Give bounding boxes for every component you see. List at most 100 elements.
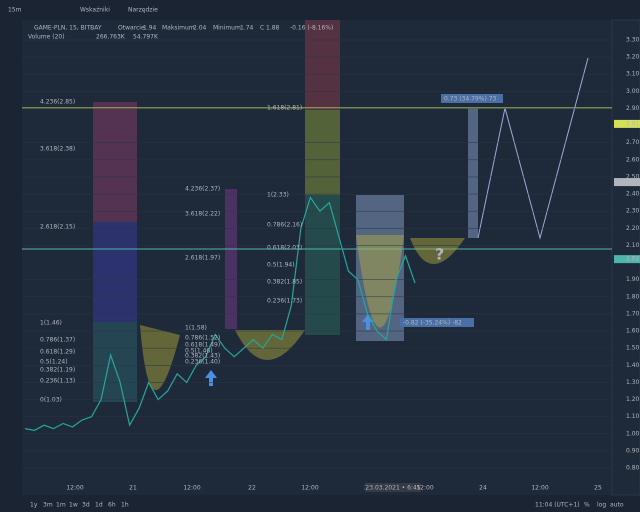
x-tick-highlight [365, 483, 421, 492]
y-tick-label: 1.70 [626, 310, 640, 317]
fib-label: 0.5(1.94) [267, 262, 295, 269]
y-tick-label: 2.10 [626, 242, 640, 249]
top-bar [0, 0, 640, 20]
measure-box [356, 195, 404, 341]
x-tick-label: 23.03.2021 • 6:45 [365, 485, 420, 492]
fib-label: 3.618(2.38) [40, 146, 75, 153]
fib-zone [305, 110, 340, 195]
legend-item: Otwarcie [118, 25, 145, 32]
y-tick-label: 2.70 [626, 139, 640, 146]
y-tick-label: 3.00 [626, 88, 640, 95]
legend-item: 1.88 [266, 25, 280, 32]
x-tick-label: 12:00 [301, 485, 318, 492]
measure-label: 0.73 (34.79%) 73 [444, 96, 497, 103]
x-tick-label: 12:00 [531, 485, 548, 492]
measure-tag [441, 94, 503, 103]
tools-button: Narzędzie [128, 7, 158, 14]
y-tick-label: 1.90 [626, 276, 640, 283]
interval: 15m [8, 7, 22, 14]
measure-tag [400, 318, 474, 327]
fib-label: 0.382(1.43) [185, 353, 220, 360]
fib-label: 0.236(1.40) [185, 359, 220, 366]
measure-label: -0.82 (-35.24%) -82 [403, 320, 462, 327]
range-button[interactable]: 1d [95, 502, 103, 509]
range-button[interactable]: 1w [69, 502, 78, 509]
log-toggle: log [597, 502, 606, 509]
question-mark: ? [435, 245, 444, 264]
fib-label: 1(1.46) [40, 320, 62, 327]
fib-label: 1.618(2.81) [267, 105, 302, 112]
clock: 11:04 (UTC+1) [535, 502, 580, 509]
y-tick-label: 1.10 [626, 413, 640, 420]
range-button[interactable]: 6h [108, 502, 116, 509]
fib-label: 0.382(1.85) [267, 279, 302, 286]
fib-label: 0.5(1.24) [40, 359, 68, 366]
fib-label: 3.618(2.22) [185, 211, 220, 218]
y-tick-label: 0.80 [626, 465, 640, 472]
y-tick-label: 1.60 [626, 328, 640, 335]
fib-label: 4.236(2.85) [40, 99, 75, 106]
price-mark-label: 2.81 [626, 120, 640, 127]
fib-label: 4.236(2.37) [185, 186, 220, 193]
fib-label: 0.236(1.73) [267, 298, 302, 305]
fib-label: 0.618(1.49) [185, 342, 220, 349]
fib-zone [93, 322, 137, 402]
range-button[interactable]: 3d [82, 502, 90, 509]
price-mark [614, 178, 640, 187]
fib-label: 0.618(1.29) [40, 349, 75, 356]
x-tick-label: 12:00 [183, 485, 200, 492]
y-tick-label: 1.00 [626, 430, 640, 437]
y-tick-label: 2.50 [626, 173, 640, 180]
y-tick-label: 2.20 [626, 225, 640, 232]
price-mark-label: 2.02 [626, 256, 640, 263]
range-button[interactable]: 1h [121, 502, 129, 509]
price-line [24, 196, 416, 431]
y-tick-label: 1.20 [626, 396, 640, 403]
range-button[interactable]: 3m [43, 502, 53, 509]
legend-item: -0.16 (-8.16%) [290, 25, 333, 32]
legend-item: 1.94 [143, 25, 157, 32]
fib-zone [93, 102, 137, 222]
percent-toggle: % [584, 502, 590, 509]
fib-label: 0.5(1.46) [185, 348, 213, 355]
fib-label: 0.786(1.37) [40, 337, 75, 344]
legend-item: C [260, 25, 264, 32]
y-tick-label: 1.50 [626, 345, 640, 352]
y-tick-label: 1.40 [626, 362, 640, 369]
fib-label: 0.786(1.52) [185, 335, 220, 342]
legend-item: Minimum [213, 25, 241, 32]
legend-item: 1.74 [240, 25, 254, 32]
range-button[interactable]: 1m [56, 502, 66, 509]
x-tick-label: 25 [594, 485, 602, 492]
fib-label: 0.382(1.19) [40, 367, 75, 374]
legend-item: Volume (20) [28, 34, 65, 41]
legend-item: GAME-PLN, 15, BITBAY [34, 25, 102, 32]
left-toolbar [0, 20, 22, 495]
price-mark [614, 255, 640, 264]
legend-item: 2.04 [193, 25, 207, 32]
legend-item: 54.797K [133, 34, 159, 41]
range-button[interactable]: 1y [30, 502, 38, 509]
price-mark-label: 2.47 [626, 179, 640, 186]
fib-zone [93, 222, 137, 322]
auto-toggle: auto [610, 502, 624, 509]
x-tick-label: 12:00 [416, 485, 433, 492]
y-tick-label: 3.10 [626, 71, 640, 78]
pattern [140, 235, 465, 391]
fib-zone [305, 20, 340, 110]
measure-box [468, 108, 478, 238]
y-tick-label: 1.30 [626, 379, 640, 386]
fib-label: 0.236(1.13) [40, 378, 75, 385]
fib-label: 0(1.03) [40, 397, 62, 404]
y-tick-label: 3.30 [626, 37, 640, 44]
legend-item: Maksimum [162, 25, 195, 32]
x-tick-label: 24 [479, 485, 487, 492]
x-tick-label: 21 [129, 485, 137, 492]
fib-label: 1(2.33) [267, 192, 289, 199]
indicators-button[interactable]: Wskaźniki [80, 7, 110, 14]
bottom-bar [0, 495, 640, 512]
fib-label: 0.786(2.16) [267, 222, 302, 229]
y-tick-label: 1.80 [626, 293, 640, 300]
